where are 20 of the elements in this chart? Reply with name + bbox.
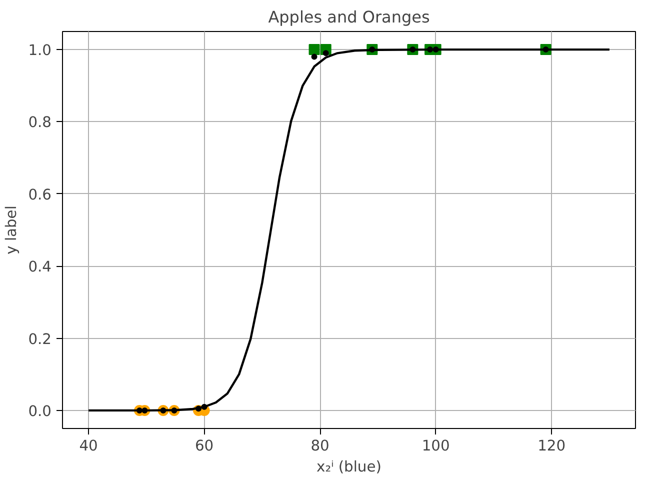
point: [322, 50, 329, 56]
y-tick-label: 0.4: [28, 258, 52, 276]
y-axis-title: y label: [3, 206, 20, 254]
x-tick-label: 120: [538, 438, 566, 454]
x-axis-title: x₂ⁱ (blue): [316, 458, 382, 476]
x-tick-label: 60: [194, 438, 214, 454]
x-tick-label: 40: [79, 438, 98, 454]
y-tick-label: 1.0: [28, 42, 52, 60]
point: [427, 46, 434, 53]
y-tick-label: 0.8: [28, 114, 52, 132]
point: [311, 54, 318, 60]
y-tick-label: 0.6: [28, 186, 52, 204]
y-tick-label: 0.2: [28, 330, 52, 348]
chart-title: Apples and Oranges: [268, 8, 430, 26]
x-tick-label: 100: [422, 438, 450, 454]
y-tick-label: 0.0: [28, 402, 52, 420]
point: [201, 404, 208, 410]
point: [308, 44, 320, 56]
x-tick-label: 80: [310, 438, 330, 454]
point: [432, 46, 439, 53]
